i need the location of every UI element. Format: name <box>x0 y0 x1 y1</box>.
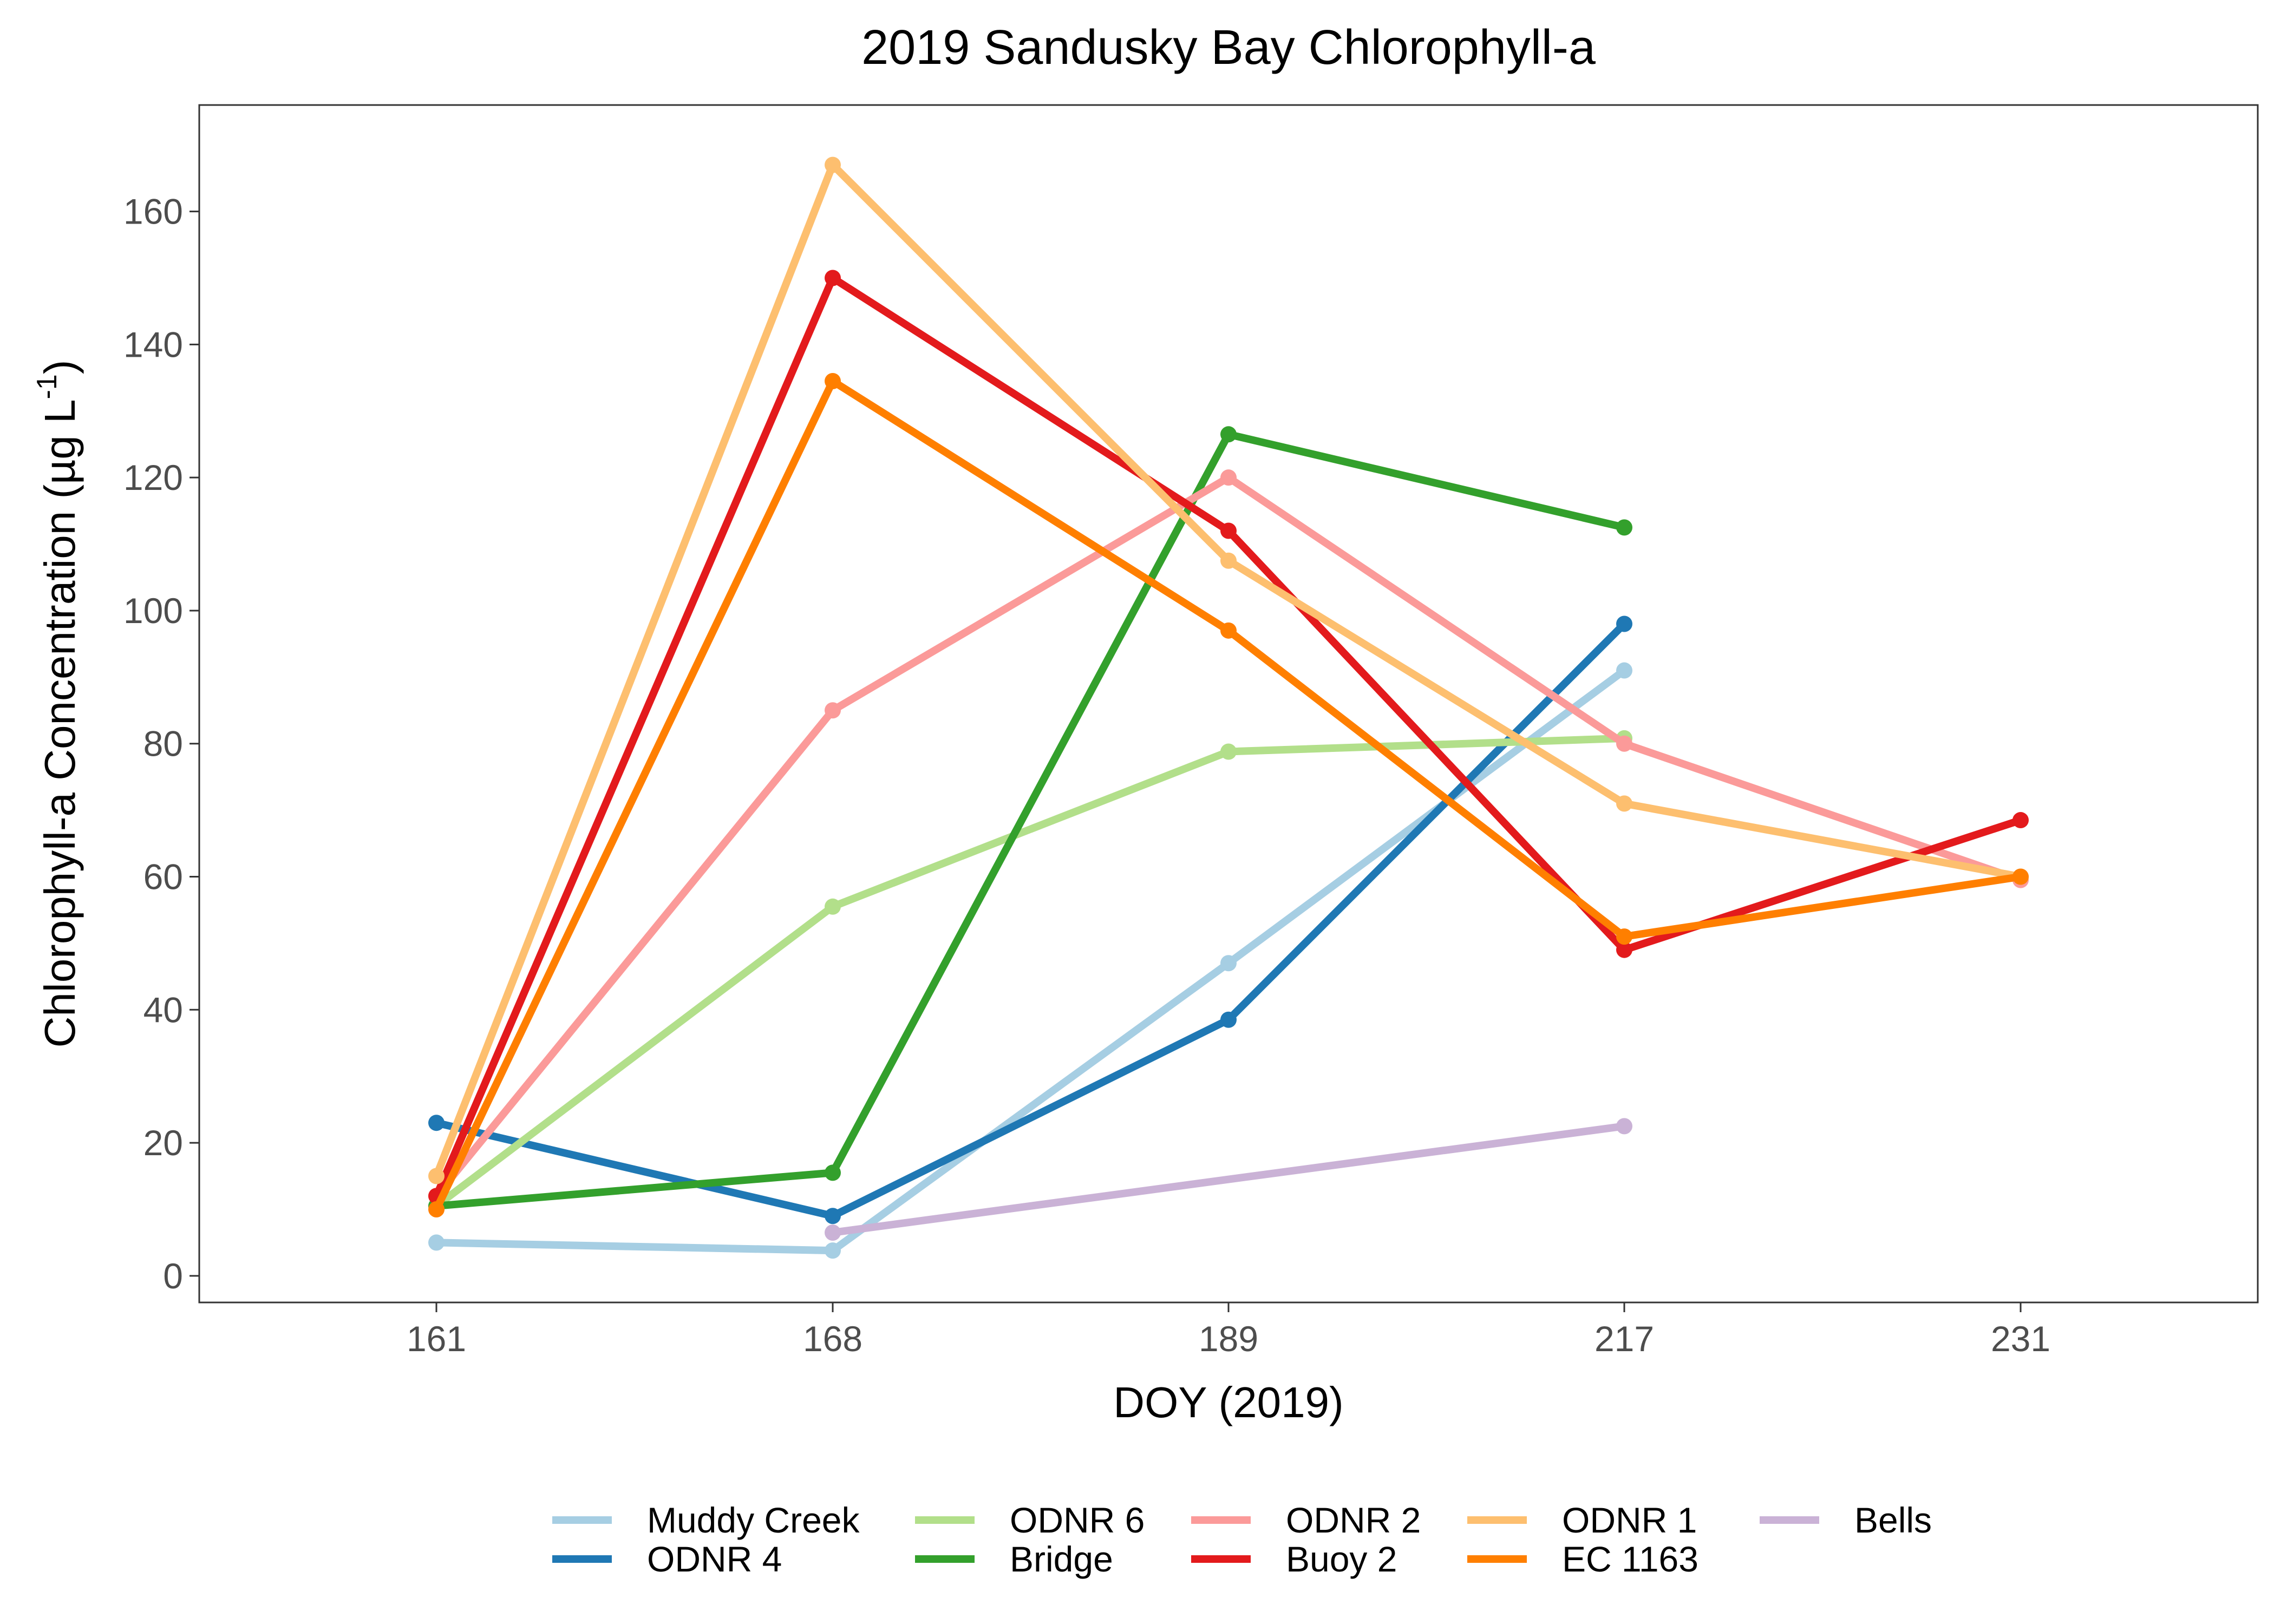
legend-item: ODNR 2 <box>1191 1500 1421 1540</box>
data-point <box>825 372 841 389</box>
series-group <box>428 270 2029 1204</box>
data-point <box>1616 735 1632 752</box>
legend-label: EC 1163 <box>1562 1539 1698 1579</box>
series-group <box>428 426 1632 1214</box>
series-line <box>433 474 2022 1199</box>
data-point <box>1616 1118 1632 1135</box>
series-group <box>428 372 2029 1217</box>
data-point <box>1616 941 1632 958</box>
y-axis-title-close: ) <box>36 360 84 375</box>
data-point <box>428 1234 445 1251</box>
legend-item: Bells <box>1760 1500 1932 1540</box>
plot-panel-border <box>198 104 2259 1304</box>
data-point <box>825 1242 841 1259</box>
data-point <box>1616 519 1632 536</box>
legend-label: ODNR 2 <box>1286 1500 1421 1540</box>
data-point <box>1220 743 1237 760</box>
series-group <box>825 1118 1632 1241</box>
y-tick-label: 20 <box>143 1123 183 1163</box>
y-axis-title-superscript: -1 <box>31 374 63 399</box>
series-layer <box>428 156 2029 1259</box>
legend-label: Bridge <box>1010 1539 1113 1579</box>
data-point <box>428 1201 445 1217</box>
y-tick-label: 140 <box>123 324 183 364</box>
data-point <box>825 1224 841 1241</box>
x-axis: 161 168 189 217 231 <box>407 1302 2050 1359</box>
data-point <box>825 702 841 719</box>
series-line <box>435 621 1627 1220</box>
x-tick-label: 161 <box>407 1319 466 1359</box>
series-line <box>832 1122 1625 1236</box>
x-tick-label: 217 <box>1595 1319 1654 1359</box>
data-point <box>1220 426 1237 443</box>
y-tick-label: 160 <box>123 192 183 232</box>
legend-item: ODNR 6 <box>915 1500 1145 1540</box>
data-point <box>1220 955 1237 972</box>
series-line <box>436 430 1625 1210</box>
x-tick-label: 168 <box>803 1319 862 1359</box>
x-axis-title: DOY (2019) <box>1113 1378 1343 1426</box>
data-point <box>428 1115 445 1131</box>
legend-item: Bridge <box>915 1539 1113 1579</box>
data-point <box>825 156 841 173</box>
data-point <box>825 1164 841 1181</box>
data-point <box>1220 622 1237 639</box>
series-group <box>428 615 1632 1224</box>
legend-label: Bells <box>1854 1500 1932 1540</box>
data-point <box>1220 469 1237 486</box>
data-point <box>825 270 841 286</box>
y-tick-label: 40 <box>143 990 183 1030</box>
data-point <box>1616 615 1632 632</box>
series-group <box>428 662 1632 1259</box>
y-tick-label: 0 <box>163 1256 183 1296</box>
legend-label: Buoy 2 <box>1286 1539 1397 1579</box>
data-point <box>1220 522 1237 539</box>
data-point <box>825 1208 841 1224</box>
data-point <box>428 1168 445 1184</box>
x-tick-label: 231 <box>1991 1319 2050 1359</box>
legend-item: ODNR 1 <box>1467 1500 1697 1540</box>
data-point <box>1220 1011 1237 1028</box>
legend-label: ODNR 4 <box>647 1539 782 1579</box>
chart-title: 2019 Sandusky Bay Chlorophyll-a <box>861 21 1596 75</box>
y-axis-title: Chlorophyll-a Concentration (µg L-1) <box>31 360 84 1048</box>
legend-item: EC 1163 <box>1467 1539 1698 1579</box>
legend-label: ODNR 1 <box>1562 1500 1697 1540</box>
legend-label: ODNR 6 <box>1010 1500 1145 1540</box>
y-axis-title-main: Chlorophyll-a Concentration (µg L <box>36 400 84 1048</box>
legend-label: Muddy Creek <box>647 1500 860 1540</box>
data-point <box>1616 795 1632 812</box>
x-tick-label: 189 <box>1199 1319 1258 1359</box>
series-line <box>433 274 2022 1198</box>
legend-item: ODNR 4 <box>552 1539 782 1579</box>
data-point <box>1616 928 1632 945</box>
legend-item: Buoy 2 <box>1191 1539 1397 1579</box>
data-point <box>2012 812 2029 829</box>
y-tick-label: 120 <box>123 457 183 497</box>
legend-item: Muddy Creek <box>552 1500 860 1540</box>
data-point <box>825 898 841 915</box>
data-point <box>2012 868 2029 885</box>
y-tick-label: 100 <box>123 591 183 631</box>
data-point <box>1616 662 1632 679</box>
data-point <box>1220 552 1237 569</box>
y-tick-label: 60 <box>143 857 183 897</box>
y-axis: 0 20 40 60 80 100 120 140 160 <box>123 192 199 1296</box>
y-tick-label: 80 <box>143 724 183 764</box>
